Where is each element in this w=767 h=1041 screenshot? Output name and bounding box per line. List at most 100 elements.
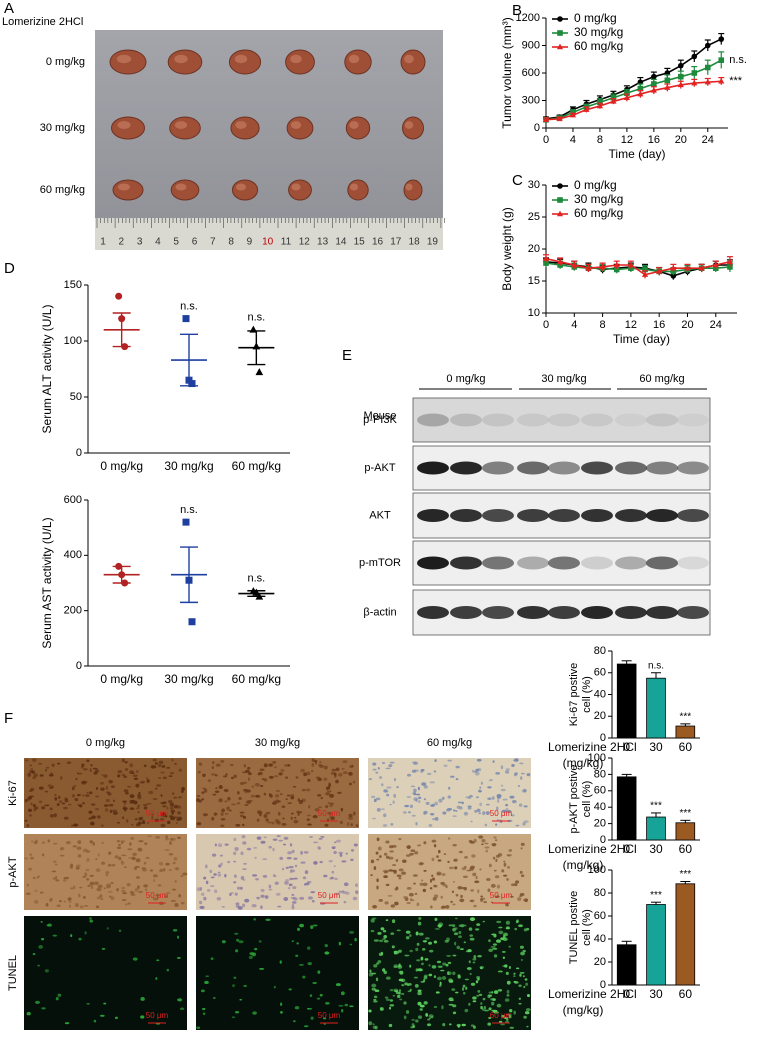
blot-band [646,413,678,427]
cell [155,894,161,897]
cell [61,802,66,805]
cell [393,777,397,782]
cell [305,771,311,776]
cell [500,937,505,941]
cell [503,1016,508,1019]
cell [382,929,387,933]
cell [455,765,460,769]
cell [417,844,421,847]
cell [501,809,507,813]
marker [623,94,630,100]
cell [398,978,404,982]
cell [236,802,241,805]
cell [82,802,85,805]
marker [670,264,677,271]
cell [299,923,305,928]
cell [385,855,390,859]
cell [52,860,57,863]
cell [495,772,501,775]
marker [569,111,577,118]
cell [116,821,120,824]
cell [88,810,93,814]
cell [432,818,436,821]
cell [475,876,478,880]
x-tick-label: 30 [649,740,663,754]
legend-label: 0 mg/kg [574,11,617,25]
x-tick-label: 12 [625,319,637,331]
cell [120,840,126,843]
cell [177,956,181,959]
cell [29,764,32,767]
blot-band [417,509,449,522]
cell [265,818,269,822]
cell [120,861,125,865]
micrograph [368,758,531,828]
cell [77,840,82,845]
cell [412,882,417,885]
cell [135,823,141,827]
cell [370,859,375,864]
cell [492,947,498,950]
cell [200,892,205,896]
cell [472,958,477,961]
cell [79,886,83,889]
blot-band [615,606,647,619]
cell [31,758,37,762]
cell [282,817,285,820]
cell [416,942,420,946]
x-tick-label: 0 [623,740,630,754]
cell [213,889,218,894]
cell [253,918,257,921]
cell [523,1015,527,1019]
cell [472,1000,477,1003]
cell [108,804,114,807]
cell [490,946,496,948]
cell [221,906,226,908]
cell [173,856,178,861]
cell [121,816,125,820]
cell [300,850,303,855]
cell [382,869,389,873]
cell [464,856,468,859]
cell [142,803,148,806]
cell [479,802,482,807]
cell [417,989,422,993]
cell [523,898,528,902]
cell [205,880,209,885]
marker [641,271,649,277]
tumor [169,116,201,140]
cell [519,762,524,765]
cell [258,940,262,943]
cell [523,928,528,932]
cell [93,1019,97,1023]
cell [25,892,31,895]
cell [239,814,244,818]
cell [286,856,292,860]
marker [656,268,663,274]
tumor [344,49,372,75]
y-tick-label: 50 [70,391,82,403]
cell [370,930,375,933]
cell [199,905,205,909]
cell [492,998,496,1001]
cell [108,863,111,867]
cell [440,895,443,899]
cell [311,899,315,903]
cell [112,799,116,803]
cell [487,797,492,800]
cell [242,841,247,845]
cell [84,872,88,877]
cell [350,849,355,852]
cell [433,770,437,773]
cell [434,928,440,930]
cell [517,785,521,787]
cell [470,982,476,986]
bar [646,677,666,739]
row-label: 0 mg/kg [46,56,85,68]
cell [285,879,290,882]
cell [415,947,419,952]
cell [325,804,328,809]
cell [289,869,293,874]
cell [368,1009,372,1013]
y-tick-label: 40 [594,933,606,945]
